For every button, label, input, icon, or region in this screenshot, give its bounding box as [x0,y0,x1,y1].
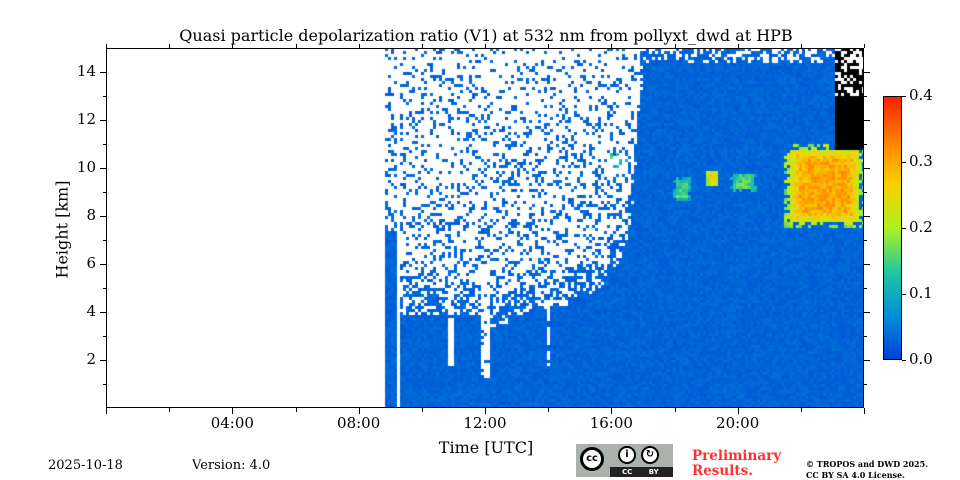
x-tick [295,408,297,412]
y-minor-tick [103,384,106,385]
copyright-line-1: © TROPOS and DWD 2025. [806,459,928,469]
y-axis-label: Height [km] [52,180,72,279]
y-tick [100,168,106,169]
y-tick [100,360,106,361]
x-tick-top [106,44,107,48]
sa-share-alike-icon: ↻ [641,446,659,464]
y-tick [100,120,106,121]
colorbar-tick [902,228,906,229]
x-tick-label: 08:00 [337,414,381,432]
x-tick-label: 16:00 [589,414,633,432]
colorbar-tick-label: 0.2 [909,218,933,236]
y-tick-right [864,360,870,361]
preliminary-line-2: Results. [692,463,753,479]
x-tick [674,408,676,412]
y-tick-label: 4 [86,302,96,320]
y-tick-label: 14 [76,62,96,80]
colorbar [883,96,902,360]
y-tick-right [864,312,870,313]
y-minor-tick-right [864,192,867,193]
colorbar-tick-label: 0.3 [909,152,933,170]
x-tick [611,408,613,414]
x-tick-label: 12:00 [463,414,507,432]
x-tick-label: 20:00 [716,414,760,432]
y-minor-tick-right [864,288,867,289]
y-minor-tick [103,336,106,337]
preliminary-results-note: Preliminary Results. [692,449,781,479]
x-tick [548,408,550,412]
y-tick-label: 8 [86,206,96,224]
colorbar-tick-label: 0.0 [909,350,933,368]
cc-by-sa-logo: cc i ↻ CC BY SA [576,444,673,480]
x-tick [800,408,802,412]
y-tick-label: 12 [76,110,96,128]
cc-icon: cc [580,447,604,471]
copyright-line-2: CC BY SA 4.0 License. [806,470,905,480]
y-tick-label: 6 [86,254,96,272]
chart-title: Quasi particle depolarization ratio (V1)… [179,26,793,45]
preliminary-line-1: Preliminary [692,448,782,464]
colorbar-tick-label: 0.4 [909,86,933,104]
y-tick [100,216,106,217]
x-tick [169,408,171,412]
x-tick-top [232,44,234,48]
date-label: 2025-10-18 [48,458,123,473]
y-tick-right [864,120,870,121]
y-tick-right [864,72,870,73]
x-tick-top [611,44,613,48]
x-tick [737,408,739,414]
colorbar-tick [902,96,906,97]
x-axis-label: Time [UTC] [438,438,534,457]
x-tick-top [358,44,360,48]
y-minor-tick-right [864,384,867,385]
x-tick-top [548,44,550,48]
x-tick-top [421,44,423,48]
y-tick-right [864,168,870,169]
heatmap-plot-area [106,48,864,408]
y-minor-tick-right [864,336,867,337]
version-label: Version: 4.0 [192,458,271,473]
y-tick [100,312,106,313]
x-tick-top [864,44,865,48]
y-minor-tick [103,240,106,241]
y-minor-tick [103,288,106,289]
y-tick [100,72,106,73]
x-tick-label: 04:00 [210,414,254,432]
y-minor-tick-right [864,240,867,241]
by-person-icon: i [618,446,636,464]
x-tick [358,408,360,414]
y-minor-tick-right [864,144,867,145]
y-minor-tick [103,192,106,193]
x-tick-top [674,44,676,48]
colorbar-tick-label: 0.1 [909,284,933,302]
copyright-note: © TROPOS and DWD 2025. CC BY SA 4.0 Lice… [806,459,928,480]
x-tick [864,408,865,414]
y-tick-label: 2 [86,350,96,368]
y-tick [100,264,106,265]
y-tick-label: 10 [76,158,96,176]
license-badge-text: CC BY SA [610,467,673,480]
colorbar-tick [902,294,906,295]
y-tick-right [864,216,870,217]
x-tick [485,408,486,414]
x-tick [232,408,234,414]
x-tick-top [737,44,739,48]
y-minor-tick [103,144,106,145]
x-tick [106,408,107,414]
x-tick-top [295,44,297,48]
y-tick-right [864,264,870,265]
colorbar-tick [902,360,906,361]
x-tick [421,408,423,412]
y-minor-tick-right [864,96,867,97]
colorbar-tick [902,162,906,163]
x-tick-top [169,44,171,48]
x-tick-top [485,44,486,48]
x-tick-top [800,44,802,48]
y-minor-tick [103,96,106,97]
